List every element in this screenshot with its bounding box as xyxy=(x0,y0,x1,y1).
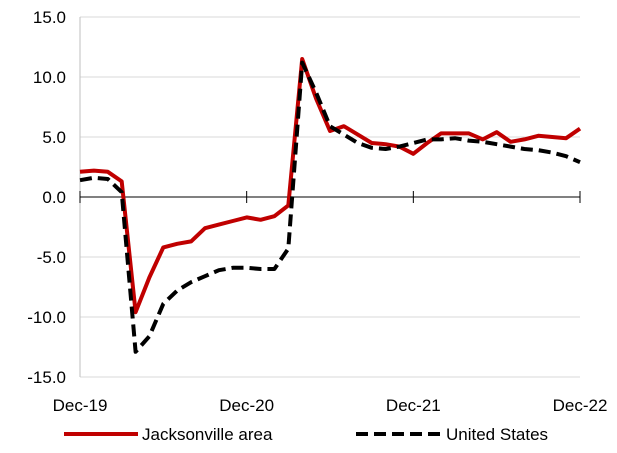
x-tick-label: Dec-20 xyxy=(219,396,274,415)
legend-label: United States xyxy=(446,425,548,444)
tick-labels: 15.0 10.0 5.0 0.0 -5.0 -10.0 -15.0 Dec-19 Dec-20… xyxy=(27,8,607,415)
y-tick-label: 0.0 xyxy=(42,188,66,207)
x-tick-label: Dec-22 xyxy=(553,396,608,415)
x-tick-label: Dec-19 xyxy=(53,396,108,415)
y-tick-label: -15.0 xyxy=(27,368,66,387)
legend: Jacksonville area United States xyxy=(64,425,548,444)
series-lines xyxy=(79,57,582,354)
y-tick-label: -5.0 xyxy=(37,248,66,267)
y-tick-label: 5.0 xyxy=(42,128,66,147)
gridlines xyxy=(80,16,580,378)
y-tick-label: 10.0 xyxy=(33,68,66,87)
series-line-jacksonville-area xyxy=(79,57,582,315)
x-tick-label: Dec-21 xyxy=(386,396,441,415)
legend-label: Jacksonville area xyxy=(142,425,273,444)
y-tick-label: 15.0 xyxy=(33,8,66,27)
y-tick-label: -10.0 xyxy=(27,308,66,327)
series-line-united-states xyxy=(79,60,581,354)
axes xyxy=(79,17,581,377)
